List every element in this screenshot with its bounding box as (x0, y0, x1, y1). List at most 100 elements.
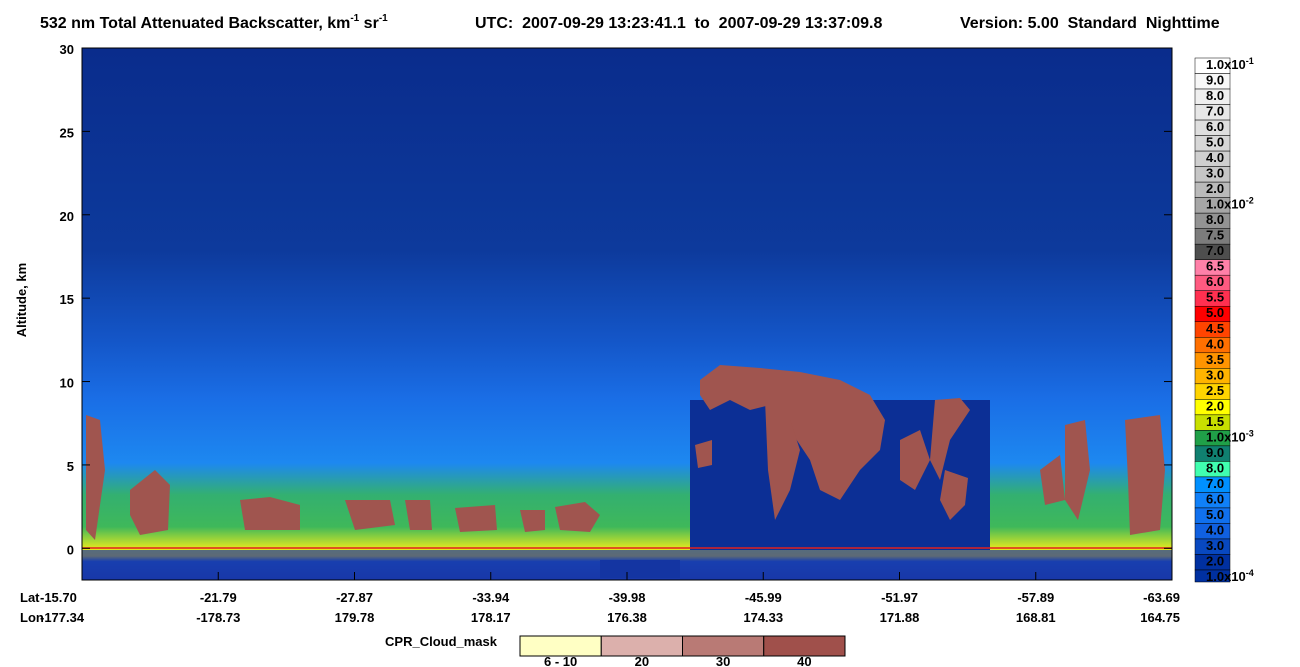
colorbar-label: 3.0 (1206, 367, 1224, 382)
cloud (86, 415, 105, 540)
lat-tick-label: -51.97 (881, 590, 918, 605)
version: Version: 5.00 Standard Nighttime (960, 15, 1220, 32)
colorbar-label: 1.0x10-3 (1206, 428, 1254, 444)
colorbar-label-exp: -3 (1246, 428, 1254, 438)
cpr-item-label: 30 (716, 654, 730, 667)
colorbar-label: 1.0x10-4 (1206, 568, 1254, 584)
cloud-mask (86, 365, 1165, 540)
title-sup: -1 (379, 13, 388, 24)
title-text: 532 nm Total Attenuated Backscatter, km (40, 15, 350, 32)
lon-tick-label: -177.34 (40, 610, 85, 625)
lon-tick-label: 176.38 (607, 610, 647, 625)
colorbar-label: 1.0x10-1 (1206, 56, 1254, 72)
colorbar-label: 6.0 (1206, 119, 1224, 134)
cloud (405, 500, 432, 530)
colorbar-label: 1.0x10-2 (1206, 196, 1254, 212)
cloud (555, 502, 600, 532)
title-unit: sr (359, 15, 379, 32)
lon-tick-label: 171.88 (880, 610, 920, 625)
colorbar-label: 4.0 (1206, 522, 1224, 537)
colorbar-label: 7.5 (1206, 228, 1224, 243)
cloud (130, 470, 170, 535)
colorbar-label: 7.0 (1206, 104, 1224, 119)
y-axis-label: Altitude, km (14, 263, 29, 337)
cpr-item-label: 6 - 10 (544, 654, 577, 667)
colorbar-label: 6.0 (1206, 274, 1224, 289)
colorbar-label: 8.0 (1206, 460, 1224, 475)
lon-tick-label: 164.75 (1140, 610, 1180, 625)
y-tick-label: 5 (67, 459, 74, 474)
y-tick-label: 15 (60, 292, 74, 307)
cloud (240, 497, 300, 530)
cpr-swatch (519, 635, 602, 657)
lon-label: Lon (20, 610, 44, 625)
colorbar-label: 2.0 (1206, 398, 1224, 413)
colorbar-label: 5.5 (1206, 290, 1224, 305)
colorbar-label-base: 1.0x10 (1206, 57, 1246, 72)
colorbar-label: 9.0 (1206, 73, 1224, 88)
colorbar-label-base: 1.0x10 (1206, 197, 1246, 212)
colorbar-label: 3.0 (1206, 538, 1224, 553)
colorbar-label: 3.5 (1206, 352, 1224, 367)
cpr-item-label: 20 (635, 654, 649, 667)
colorbar-label: 2.0 (1206, 181, 1224, 196)
colorbar-label: 1.5 (1206, 414, 1224, 429)
lat-tick-label: -15.70 (40, 590, 77, 605)
utc-range: UTC: 2007-09-29 13:23:41.1 to 2007-09-29… (475, 15, 882, 32)
y-tick-label: 25 (60, 125, 74, 140)
colorbar-label: 3.0 (1206, 166, 1224, 181)
colorbar-label: 2.5 (1206, 383, 1224, 398)
cpr-swatch (600, 635, 683, 657)
lon-tick-label: -178.73 (196, 610, 240, 625)
colorbar-label: 4.0 (1206, 150, 1224, 165)
lat-tick-label: -27.87 (336, 590, 373, 605)
colorbar-label: 6.5 (1206, 259, 1224, 274)
colorbar-swatch (1194, 569, 1231, 583)
cloud (1065, 420, 1090, 520)
cpr-swatch (763, 635, 846, 657)
lat-tick-label: -45.99 (745, 590, 782, 605)
cloud (1040, 455, 1065, 505)
cloud (900, 430, 930, 490)
cloud (455, 505, 497, 532)
colorbar-label-exp: -4 (1246, 568, 1254, 578)
cloud (765, 400, 800, 520)
colorbar-label-exp: -2 (1246, 196, 1254, 206)
cpr-label: CPR_Cloud_mask (385, 634, 498, 649)
lat-tick-label: -39.98 (609, 590, 646, 605)
title-sup: -1 (350, 13, 359, 24)
title: 532 nm Total Attenuated Backscatter, km-… (40, 13, 388, 32)
cpr-item-label: 40 (797, 654, 811, 667)
plot-area (81, 47, 1173, 581)
colorbar-label: 5.0 (1206, 507, 1224, 522)
lat-tick-label: -57.89 (1017, 590, 1054, 605)
colorbar-label: 5.0 (1206, 135, 1224, 150)
lon-tick-label: 174.33 (743, 610, 783, 625)
colorbar-label-base: 1.0x10 (1206, 429, 1246, 444)
cloud (345, 500, 395, 530)
cpr-swatch (682, 635, 765, 657)
cloud (1125, 415, 1165, 535)
lon-tick-label: 179.78 (335, 610, 375, 625)
colorbar-label: 8.0 (1206, 88, 1224, 103)
colorbar-label: 2.0 (1206, 553, 1224, 568)
colorbar-label: 7.0 (1206, 476, 1224, 491)
cloud (930, 398, 970, 480)
colorbar-label: 7.0 (1206, 243, 1224, 258)
colorbar-label-base: 1.0x10 (1206, 569, 1246, 584)
lon-tick-label: 168.81 (1016, 610, 1056, 625)
y-tick-label: 0 (67, 542, 74, 557)
colorbar-label: 4.0 (1206, 336, 1224, 351)
backscatter-background (82, 48, 1172, 580)
lon-tick-label: 178.17 (471, 610, 511, 625)
colorbar-label: 4.5 (1206, 321, 1224, 336)
colorbar-label: 8.0 (1206, 212, 1224, 227)
y-tick-label: 30 (60, 42, 74, 57)
colorbar-label: 9.0 (1206, 445, 1224, 460)
colorbar-label: 5.0 (1206, 305, 1224, 320)
colorbar-label: 6.0 (1206, 491, 1224, 506)
y-tick-label: 10 (60, 376, 74, 391)
lat-label: Lat (20, 590, 40, 605)
colorbar-label-exp: -1 (1246, 56, 1254, 66)
